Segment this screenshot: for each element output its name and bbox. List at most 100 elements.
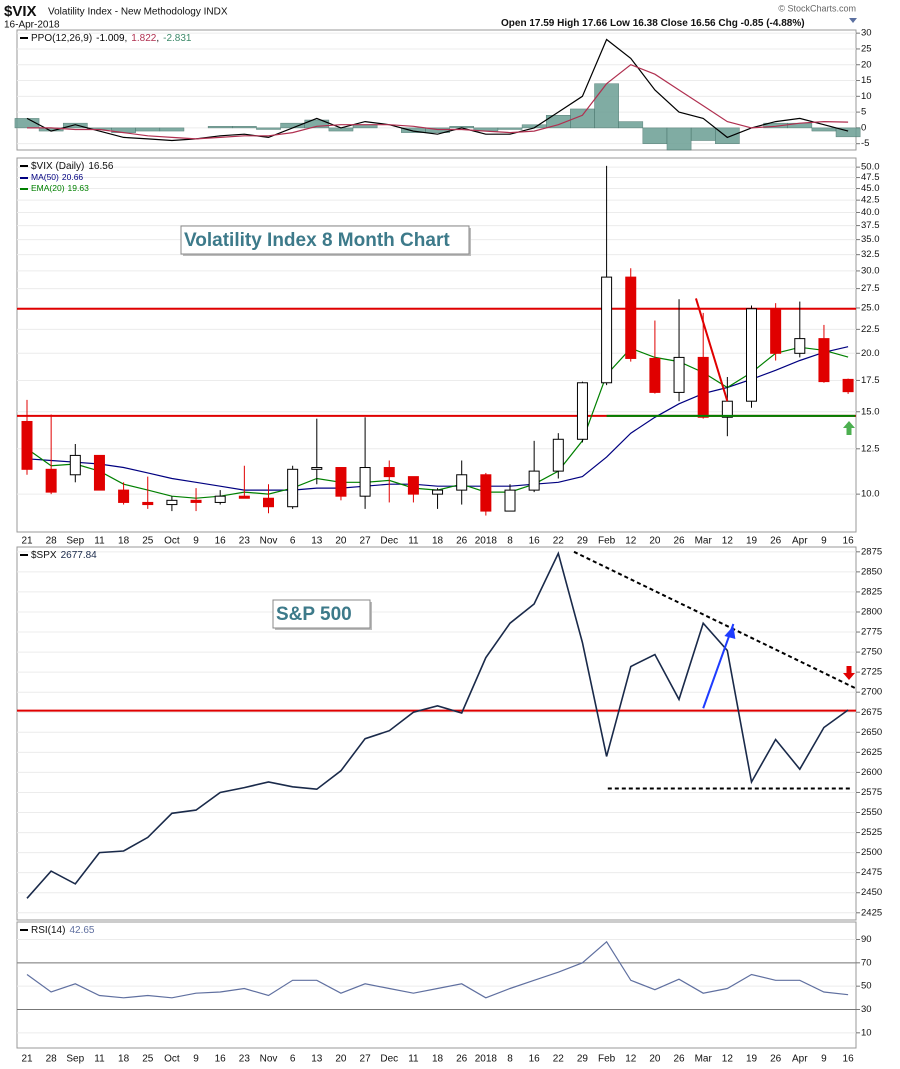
x-tick-label: 11 <box>94 536 105 547</box>
candle-body <box>311 467 323 470</box>
candle-body <box>359 467 371 497</box>
legend: $VIX (Daily) 16.56 <box>31 161 114 172</box>
y-tick-label: 25.0 <box>861 302 880 313</box>
histogram-bar <box>207 126 233 129</box>
y-tick-label: 2850 <box>861 566 882 577</box>
panel-frame <box>16 29 857 151</box>
x-tick-label: 22 <box>553 536 565 547</box>
x-tick-label: 9 <box>821 1054 827 1065</box>
x-tick-label: 8 <box>507 536 513 547</box>
histogram-bar <box>811 127 837 132</box>
x-tick-label: 26 <box>673 1054 685 1065</box>
x-tick-label: 6 <box>290 1054 296 1065</box>
candle-body <box>552 438 564 472</box>
x-tick-label: 18 <box>432 536 444 547</box>
histogram-bar <box>256 127 281 130</box>
y-tick-label: 2600 <box>861 767 882 778</box>
candle-body <box>625 276 637 359</box>
annotation-box <box>180 225 470 255</box>
x-tick-label: 16 <box>529 536 541 547</box>
x-tick-label: 16 <box>215 536 227 547</box>
x-tick-label: 29 <box>577 536 589 547</box>
y-tick-label: 15 <box>861 75 872 86</box>
panel-frame <box>16 921 857 1049</box>
legend-value: -2.831 <box>163 33 192 44</box>
x-tick-label: 20 <box>649 536 661 547</box>
x-tick-label: 21 <box>21 536 33 547</box>
x-tick-label: Sep <box>66 1054 84 1065</box>
x-tick-label: 21 <box>21 1054 33 1065</box>
candle-body <box>673 356 685 393</box>
x-tick-label: 12 <box>722 536 734 547</box>
histogram-bar <box>497 127 523 130</box>
y-tick-label: 47.5 <box>861 172 880 183</box>
symbol: $VIX <box>4 3 37 20</box>
candle-body <box>794 338 806 354</box>
y-tick-label: 2425 <box>861 907 882 918</box>
annotation: Volatility Index 8 Month Chart <box>180 225 471 256</box>
trendline <box>573 550 856 690</box>
candle-body <box>238 495 250 499</box>
series-line <box>26 551 849 899</box>
y-tick-label: 50 <box>861 981 872 992</box>
y-tick-label: 90 <box>861 934 872 945</box>
y-tick-label: 2875 <box>861 546 882 557</box>
dropdown-icon <box>849 18 857 23</box>
x-tick-label: 16 <box>843 1054 855 1065</box>
quote-label: Chg <box>718 18 737 29</box>
y-tick-label: 2575 <box>861 787 882 798</box>
x-tick-label: 9 <box>821 536 827 547</box>
x-tick-label: 12 <box>625 1054 637 1065</box>
panel-frame <box>16 546 857 921</box>
histogram-bar <box>280 122 305 129</box>
x-tick-label: Oct <box>164 1054 180 1065</box>
x-tick-label: 13 <box>311 1054 323 1065</box>
x-tick-label: Dec <box>380 1054 398 1065</box>
candle-body <box>190 499 202 503</box>
candle-body <box>335 467 347 497</box>
x-tick-label: 2018 <box>475 536 498 547</box>
annotation-text: S&P 500 <box>276 604 352 625</box>
y-tick-label: 2825 <box>861 586 882 597</box>
y-tick-label: 2700 <box>861 687 882 698</box>
x-tick-label: 18 <box>118 536 130 547</box>
legend-value: 16.56 <box>88 161 113 172</box>
y-tick-label: 37.5 <box>861 220 880 231</box>
y-tick-label: 45.0 <box>861 183 880 194</box>
candle-body <box>432 489 444 495</box>
y-tick-label: 30 <box>861 1004 872 1015</box>
histogram-bar <box>135 127 161 132</box>
x-tick-label: 11 <box>94 1054 105 1065</box>
x-tick-label: 26 <box>673 536 685 547</box>
legend-value: 20.66 <box>62 172 84 182</box>
x-tick-label: 6 <box>290 536 296 547</box>
x-tick-label: 12 <box>625 536 637 547</box>
x-tick-label: Dec <box>380 536 398 547</box>
y-tick-label: 32.5 <box>861 249 880 260</box>
y-tick-label: 50.0 <box>861 162 880 173</box>
candle-body <box>407 476 419 495</box>
candle-body <box>69 454 81 476</box>
y-tick-label: 25 <box>861 43 872 54</box>
y-tick-label: 2500 <box>861 847 882 858</box>
x-tick-label: 25 <box>142 1054 154 1065</box>
date: 16-Apr-2018 <box>4 20 60 31</box>
credit: © StockCharts.com <box>778 3 856 13</box>
legend-value: -1.009 <box>96 33 125 44</box>
histogram-bar <box>835 127 861 138</box>
quote: Open 17.59 High 17.66 Low 16.38 Close 16… <box>501 18 805 29</box>
y-tick-label: 70 <box>861 957 872 968</box>
y-tick-label: 2775 <box>861 627 882 638</box>
y-tick-label: 20.0 <box>861 348 880 359</box>
x-tick-label: Mar <box>695 1054 713 1065</box>
legend: MA(50) 20.66 <box>31 172 83 182</box>
annotation-box <box>272 599 371 629</box>
x-tick-label: 11 <box>408 1054 419 1065</box>
y-tick-label: 2525 <box>861 827 882 838</box>
histogram-bar <box>159 127 185 132</box>
x-tick-label: 16 <box>843 536 855 547</box>
annotation: S&P 500 <box>272 599 372 630</box>
candle-body <box>118 489 130 503</box>
y-tick-label: 2800 <box>861 606 882 617</box>
